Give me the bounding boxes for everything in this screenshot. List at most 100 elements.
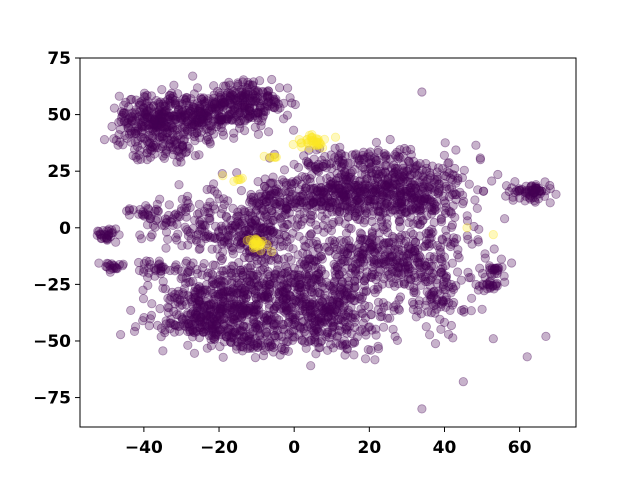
data-point-class-0 [157,262,167,272]
data-point-class-0 [426,275,436,285]
data-point-class-0 [410,183,420,193]
data-point-class-0 [121,108,131,118]
data-point-class-0 [177,111,187,121]
data-point-class-0 [283,252,293,262]
data-point-class-0 [136,133,146,143]
data-point-class-0 [268,215,278,225]
data-point-class-0 [414,206,424,216]
data-point-class-0 [336,150,346,160]
data-point-class-0 [151,204,161,214]
data-point-class-0 [252,86,262,96]
data-point-class-0 [147,230,157,240]
data-point-class-0 [280,223,290,233]
data-point-class-0 [144,112,154,122]
data-point-class-0 [242,92,252,102]
data-point-class-0 [189,102,199,113]
data-point-class-0 [244,105,254,115]
data-point-class-0 [142,136,152,146]
data-point-class-0 [128,151,138,161]
data-point-class-0 [324,201,334,211]
data-point-class-0 [374,258,384,268]
data-point-class-0 [385,313,395,323]
data-point-class-0 [239,102,249,112]
data-point-class-0 [168,123,178,133]
data-point-class-0 [161,243,171,253]
data-point-class-0 [180,321,190,331]
data-point-class-0 [192,128,202,138]
data-point-class-0 [243,111,253,121]
data-point-class-0 [138,128,148,139]
data-point-class-0 [197,107,207,117]
data-point-class-0 [385,134,395,145]
data-point-class-0 [272,184,282,194]
data-point-class-0 [489,244,499,254]
x-tick-label: −20 [200,438,238,458]
data-point-class-0 [193,115,203,125]
data-point-class-0 [374,206,385,216]
data-point-class-0 [193,107,203,117]
data-point-class-0 [213,114,223,124]
data-point-class-0 [126,111,136,122]
data-point-class-0 [155,194,165,204]
data-point-class-0 [143,144,153,155]
data-point-class-0 [253,107,263,117]
data-point-class-0 [178,141,188,151]
data-point-class-0 [318,159,329,169]
data-point-class-0 [269,303,280,314]
data-point-class-0 [325,304,335,314]
data-point-class-0 [172,123,182,133]
data-point-class-0 [142,148,152,158]
data-point-class-0 [415,263,425,273]
data-point-class-0 [119,108,129,118]
data-point-class-0 [175,117,185,127]
data-point-class-0 [143,280,153,290]
data-point-class-0 [199,111,209,121]
data-point-class-0 [207,323,217,333]
data-point-class-0 [225,98,235,108]
data-point-class-0 [320,315,331,325]
data-point-class-0 [350,206,360,216]
data-point-class-0 [249,77,259,87]
data-point-class-0 [216,123,226,133]
data-point-class-0 [197,220,208,230]
data-point-class-0 [400,230,410,240]
data-point-class-0 [286,199,296,209]
data-point-class-0 [248,109,258,119]
data-point-class-0 [360,354,371,364]
data-point-class-0 [144,130,154,140]
data-point-class-0 [126,116,136,126]
data-point-class-0 [181,117,191,127]
data-point-class-0 [183,340,193,350]
data-point-class-0 [267,91,278,101]
data-point-class-0 [211,121,222,132]
data-point-class-0 [160,149,170,159]
data-point-class-0 [208,93,219,104]
data-point-class-0 [204,213,214,223]
data-point-class-0 [337,159,347,169]
data-point-class-0 [260,106,271,117]
data-point-class-0 [177,122,188,133]
data-point-class-0 [155,115,165,125]
data-point-class-0 [216,90,226,101]
data-point-class-0 [220,98,230,108]
data-point-class-0 [155,303,165,314]
data-point-class-0 [165,142,176,152]
data-point-class-0 [144,120,154,130]
data-point-class-0 [400,186,410,196]
data-point-class-0 [238,95,248,105]
data-point-class-1 [218,171,228,181]
data-point-class-0 [159,107,170,117]
data-point-class-0 [216,94,226,104]
data-point-class-0 [253,115,263,125]
data-point-class-0 [229,94,239,104]
data-point-class-0 [219,194,229,204]
data-point-class-0 [214,104,224,114]
data-point-class-0 [146,133,156,143]
data-point-class-0 [138,103,149,113]
data-point-class-0 [408,304,418,315]
data-point-class-0 [147,146,157,156]
data-point-class-0 [171,233,181,243]
data-point-class-0 [218,127,228,137]
data-point-class-0 [204,126,214,137]
